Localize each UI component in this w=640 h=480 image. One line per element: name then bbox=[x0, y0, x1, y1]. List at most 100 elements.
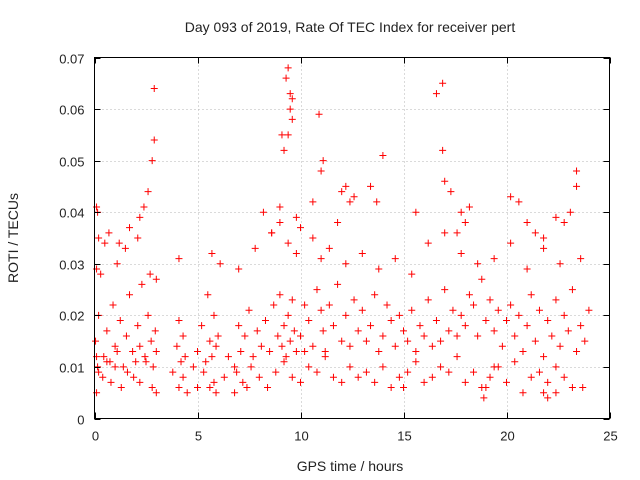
data-point bbox=[461, 219, 469, 227]
data-point bbox=[210, 378, 218, 386]
data-point bbox=[95, 368, 103, 376]
data-point bbox=[408, 270, 416, 278]
data-point bbox=[286, 337, 294, 345]
data-point bbox=[175, 255, 183, 263]
data-point bbox=[437, 363, 445, 371]
data-point bbox=[140, 203, 148, 211]
data-point bbox=[568, 384, 576, 392]
data-point bbox=[453, 353, 461, 361]
data-point bbox=[173, 342, 181, 350]
data-point bbox=[412, 358, 420, 366]
data-point bbox=[346, 363, 354, 371]
data-point bbox=[373, 198, 381, 206]
data-point bbox=[358, 306, 366, 314]
x-tick-label: 10 bbox=[294, 429, 308, 444]
data-point bbox=[247, 363, 255, 371]
data-point bbox=[441, 177, 449, 185]
data-point bbox=[334, 280, 342, 288]
data-point bbox=[367, 322, 375, 330]
data-point bbox=[136, 342, 144, 350]
data-point bbox=[408, 306, 416, 314]
data-point bbox=[470, 368, 478, 376]
data-point bbox=[420, 332, 428, 340]
y-axis-ticks: 0 0.01 0.02 0.03 0.04 0.05 0.06 0.07 bbox=[59, 52, 610, 428]
data-point bbox=[527, 373, 535, 381]
data-point bbox=[220, 373, 228, 381]
data-point bbox=[457, 311, 465, 319]
data-point bbox=[350, 296, 358, 304]
data-point bbox=[152, 347, 160, 355]
data-point bbox=[375, 265, 383, 273]
data-point bbox=[515, 198, 523, 206]
x-tick-label: 0 bbox=[92, 429, 99, 444]
data-point bbox=[354, 327, 362, 335]
data-point bbox=[284, 311, 292, 319]
data-point bbox=[239, 378, 247, 386]
data-point bbox=[564, 327, 572, 335]
data-point bbox=[107, 378, 115, 386]
data-point bbox=[152, 275, 160, 283]
data-point bbox=[573, 347, 581, 355]
data-point bbox=[535, 306, 543, 314]
data-point bbox=[282, 74, 290, 82]
data-point bbox=[233, 368, 241, 376]
x-axis-ticks: 0 5 10 15 20 25 bbox=[92, 57, 618, 444]
data-point bbox=[317, 255, 325, 263]
data-point bbox=[404, 337, 412, 345]
data-point bbox=[465, 291, 473, 299]
data-point bbox=[439, 146, 447, 154]
data-point bbox=[94, 363, 102, 371]
data-point bbox=[206, 384, 214, 392]
data-point bbox=[97, 270, 105, 278]
data-point bbox=[552, 389, 560, 397]
data-point bbox=[319, 157, 327, 165]
data-point bbox=[297, 224, 304, 232]
data-point bbox=[383, 301, 391, 309]
data-point bbox=[566, 208, 574, 216]
data-point bbox=[379, 332, 387, 340]
data-point bbox=[503, 378, 510, 386]
data-point bbox=[540, 353, 548, 361]
data-point bbox=[404, 368, 412, 376]
data-point bbox=[511, 332, 519, 340]
data-point bbox=[129, 347, 137, 355]
data-point bbox=[342, 182, 350, 190]
data-point bbox=[210, 311, 218, 319]
data-point bbox=[126, 224, 134, 232]
data-point bbox=[292, 347, 300, 355]
data-point bbox=[338, 337, 346, 345]
data-point bbox=[138, 280, 146, 288]
data-point bbox=[523, 219, 531, 227]
data-point bbox=[169, 368, 177, 376]
data-point bbox=[264, 384, 272, 392]
data-point bbox=[540, 234, 548, 242]
data-point bbox=[577, 322, 585, 330]
data-point bbox=[152, 389, 160, 397]
data-point bbox=[395, 373, 403, 381]
data-point bbox=[309, 234, 317, 242]
data-point bbox=[216, 260, 224, 268]
data-point bbox=[573, 167, 581, 175]
data-point bbox=[544, 394, 552, 402]
data-point bbox=[276, 291, 284, 299]
data-point bbox=[134, 234, 142, 242]
data-point bbox=[126, 291, 134, 299]
data-point bbox=[148, 157, 156, 165]
data-point bbox=[437, 337, 445, 345]
data-point bbox=[100, 353, 108, 361]
data-point bbox=[424, 239, 432, 247]
data-point bbox=[212, 389, 220, 397]
data-point bbox=[387, 384, 395, 392]
data-point bbox=[428, 373, 436, 381]
data-point bbox=[412, 208, 420, 216]
data-point bbox=[237, 347, 245, 355]
x-tick-label: 15 bbox=[397, 429, 411, 444]
data-point bbox=[447, 188, 455, 196]
data-point bbox=[346, 198, 354, 206]
data-point bbox=[416, 322, 424, 330]
data-point bbox=[280, 322, 288, 330]
data-point bbox=[445, 368, 453, 376]
data-point bbox=[200, 368, 208, 376]
x-tick-label: 20 bbox=[500, 429, 514, 444]
data-point bbox=[412, 347, 420, 355]
